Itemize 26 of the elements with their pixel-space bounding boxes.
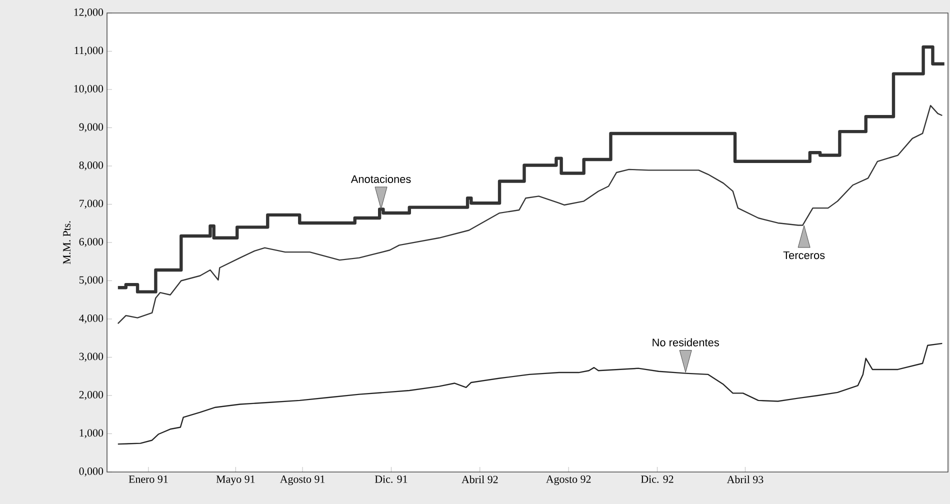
y-tick-label: 11,000 bbox=[74, 46, 104, 56]
x-tick-label: Enero 91 bbox=[128, 476, 168, 483]
y-tick-label: 0,000 bbox=[79, 468, 104, 476]
x-tick-label: Mayo 91 bbox=[216, 476, 255, 486]
y-tick-label: 4,000 bbox=[79, 314, 104, 324]
y-tick-label: 9,000 bbox=[79, 123, 104, 132]
y-tick-label: 5,000 bbox=[79, 276, 104, 286]
y-tick-label: 3,000 bbox=[79, 352, 104, 362]
y-tick-label: 8,000 bbox=[79, 162, 104, 170]
x-tick-label: Agosto 92 bbox=[546, 476, 591, 486]
annotation: No residentes bbox=[652, 338, 719, 346]
x-tick-label: Abril 93 bbox=[726, 476, 764, 484]
y-tick-label: 2,000 bbox=[79, 391, 104, 400]
y-tick-label: 6,000 bbox=[79, 238, 104, 247]
y-tick-label: 7,000 bbox=[80, 200, 104, 209]
annotation: Anotaciones bbox=[350, 174, 411, 184]
x-tick-label: Abril 92 bbox=[462, 476, 498, 484]
annotation: Terceros bbox=[783, 251, 825, 260]
y-tick-label: 12,000 bbox=[74, 8, 104, 18]
y-tick-label: 10,000 bbox=[74, 85, 104, 94]
x-tick-label: Agosto 91 bbox=[280, 476, 325, 486]
x-tick-label: Dic. 92 bbox=[640, 476, 674, 483]
y-tick-label: 1,000 bbox=[80, 429, 104, 438]
y-axis-title: M.M. Pts. bbox=[63, 221, 71, 264]
x-tick-label: Dic. 91 bbox=[374, 476, 408, 483]
line-series bbox=[117, 104, 943, 324]
